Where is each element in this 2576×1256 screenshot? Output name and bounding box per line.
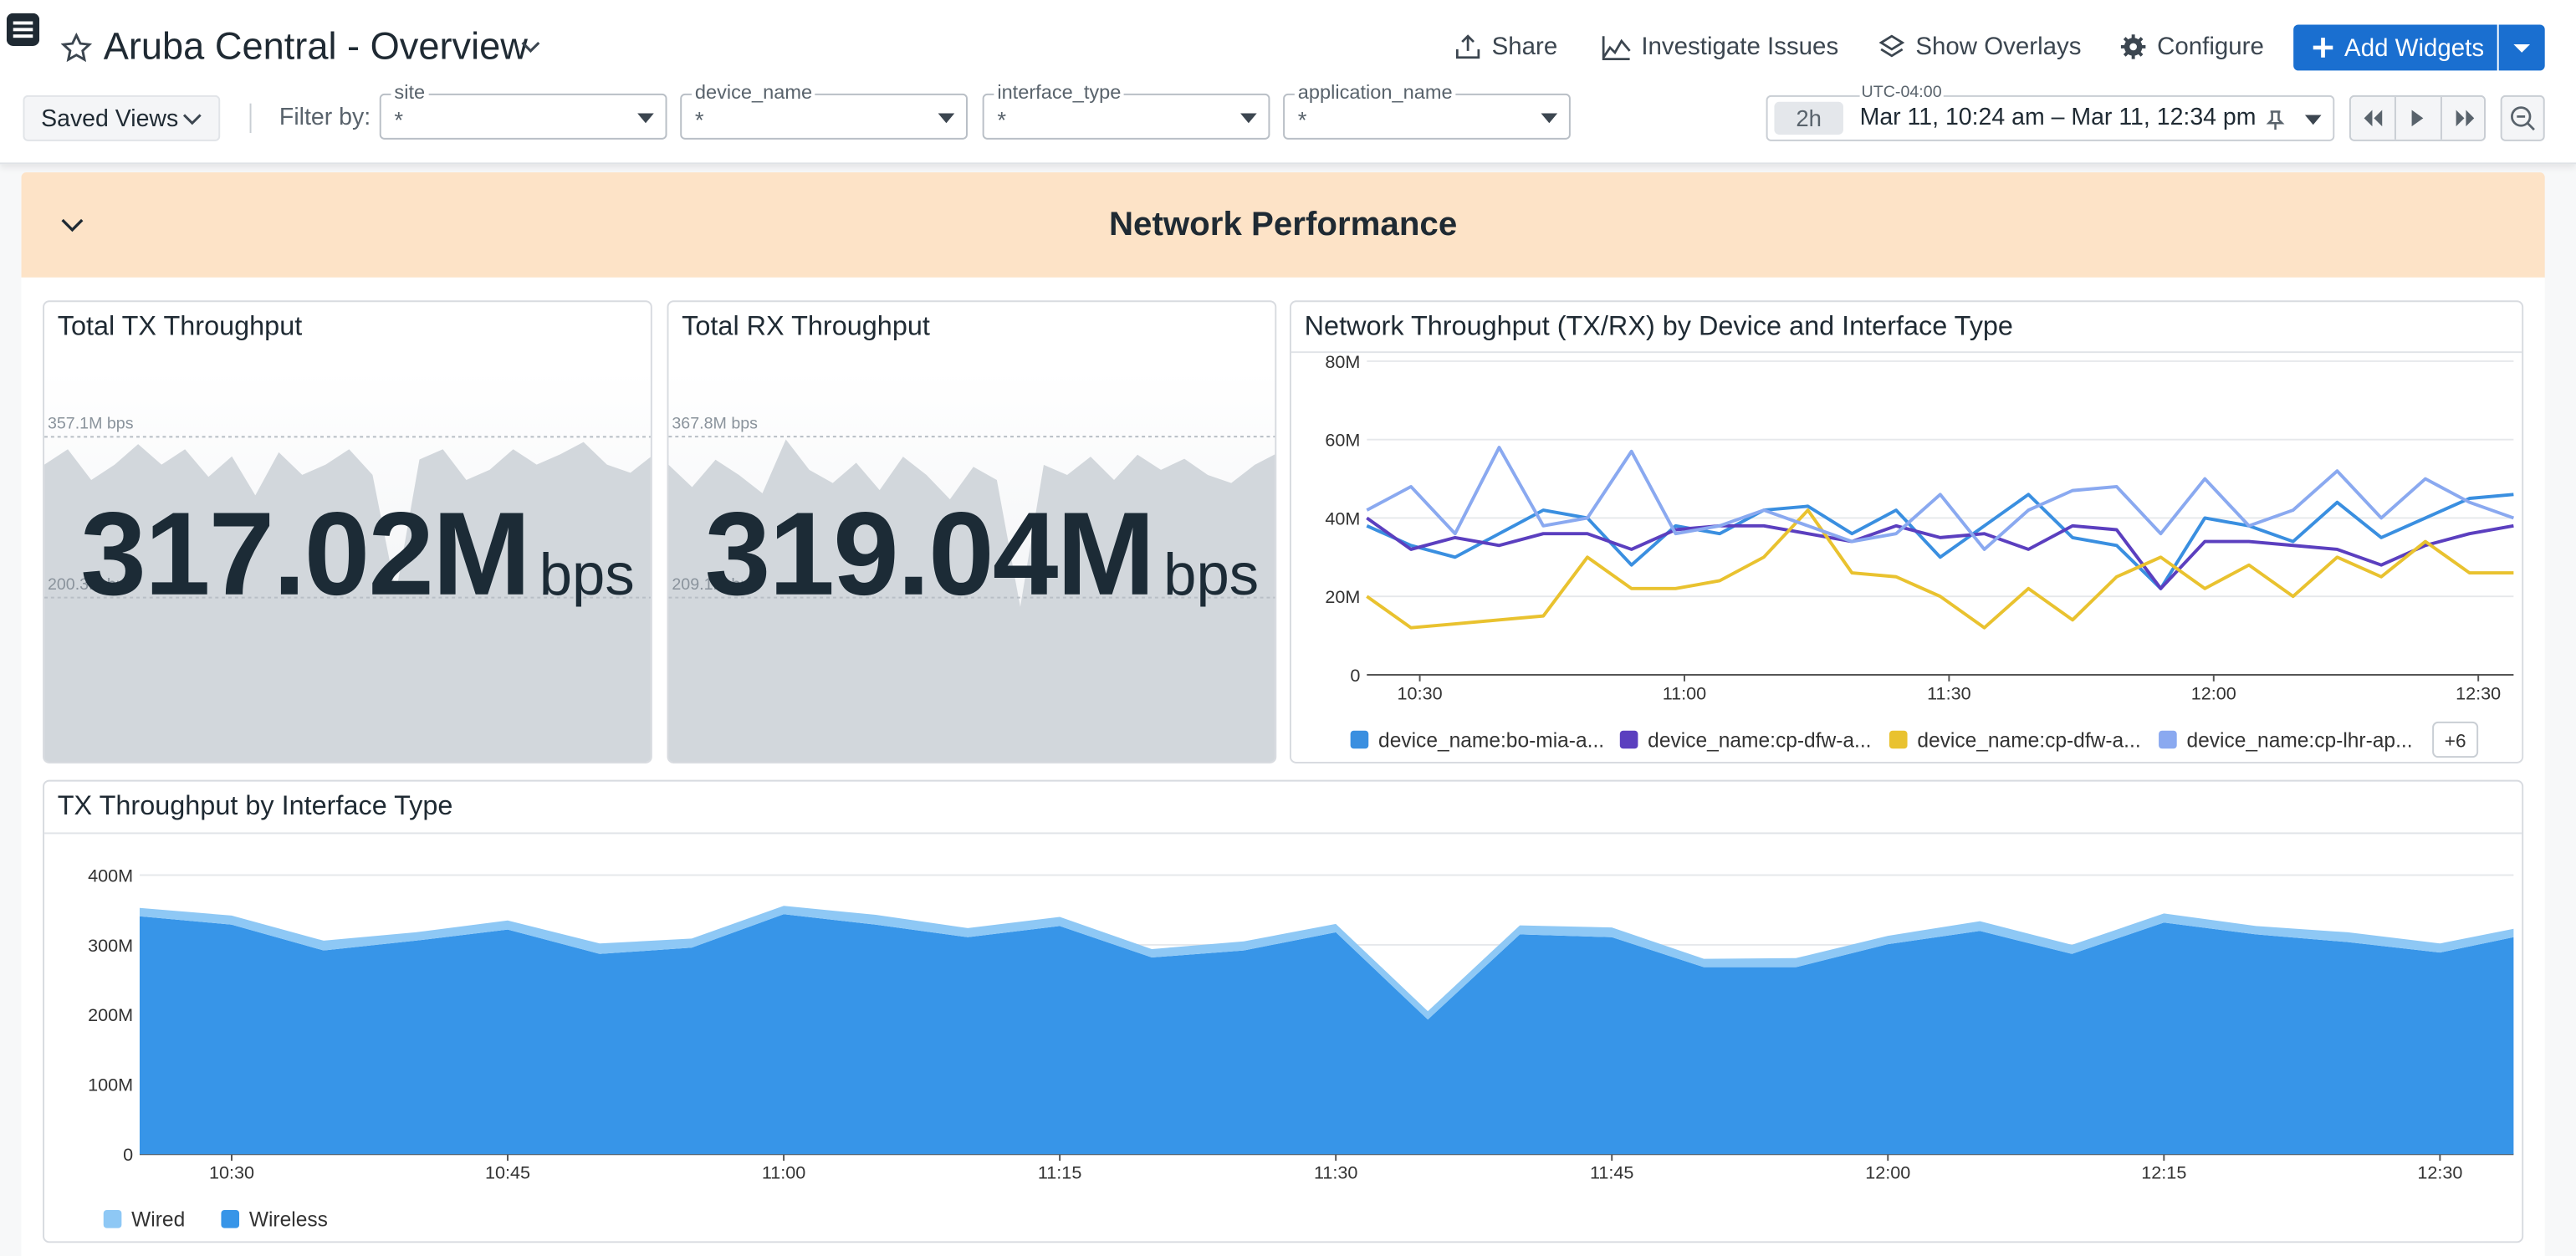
legend-label[interactable]: Wireless <box>249 1209 328 1232</box>
timezone: UTC-04:00 <box>1860 84 1944 102</box>
x-tick-label: 10:30 <box>209 1162 254 1183</box>
overlays-button[interactable]: Show Overlays <box>1878 33 2081 60</box>
x-tick-label: 12:00 <box>1865 1162 1910 1183</box>
legend-swatch <box>1620 731 1638 749</box>
time-picker[interactable]: UTC-04:00 2h Mar 11, 10:24 am – Mar 11, … <box>1766 95 2335 141</box>
rx-widget: 367.8M bps209.1M bps Total RX Throughput… <box>667 300 1277 763</box>
dashboard-title: Aruba Central - Overview <box>104 24 528 69</box>
widget-title: Total RX Throughput <box>682 312 930 343</box>
reference-label: 357.1M bps <box>48 415 134 433</box>
reference-label: 367.8M bps <box>672 414 758 432</box>
line-chart: 0 20M 40M 60M 80M 10:30 11:00 11:30 12:00 12:30 de… <box>1291 302 2523 763</box>
y-tick-label: 0 <box>1350 665 1360 686</box>
y-tick-label: 400M <box>88 865 133 886</box>
application-filter[interactable]: application_name* <box>1283 94 1571 140</box>
x-tick-label: 11:45 <box>1590 1162 1633 1183</box>
line-widget: Network Throughput (TX/RX) by Device and… <box>1290 300 2523 763</box>
area-widget: TX Throughput by Interface Type 0100M200… <box>43 780 2523 1243</box>
divider <box>250 104 252 133</box>
zoom-out-button[interactable] <box>2501 95 2545 141</box>
x-tick-label: 10:30 <box>1398 682 1443 703</box>
time-dropdown[interactable] <box>2303 113 2323 126</box>
legend-label[interactable]: device_name:cp-lhr-ap... <box>2186 729 2412 752</box>
interface-filter[interactable]: interface_type* <box>983 94 1270 140</box>
tx-widget: 357.1M bps200.3M bps Total TX Throughput… <box>43 300 652 763</box>
line-series <box>1367 494 2513 589</box>
configure-button[interactable]: Configure <box>2119 33 2264 60</box>
legend-more[interactable]: +6 <box>2445 730 2466 751</box>
section-header[interactable]: Network Performance <box>22 172 2545 278</box>
time-nav[interactable] <box>2349 95 2486 141</box>
legend-swatch <box>1889 731 1908 749</box>
y-tick-label: 0 <box>123 1144 133 1165</box>
y-tick-label: 20M <box>1325 586 1360 607</box>
legend-swatch <box>104 1210 122 1228</box>
x-tick-label: 11:30 <box>1314 1162 1357 1183</box>
y-tick-label: 60M <box>1325 430 1360 451</box>
big-number: 319.04Mbps <box>705 496 1259 614</box>
y-tick-label: 300M <box>88 935 133 956</box>
y-tick-label: 80M <box>1325 351 1360 372</box>
add-widgets-dropdown[interactable] <box>2499 24 2545 70</box>
unit: bps <box>539 540 635 607</box>
x-tick-label: 11:30 <box>1927 682 1970 703</box>
area-chart: 0 100M 200M 300M 400M 10:30 10:45 11:00 11:15 11:… <box>44 782 2523 1243</box>
x-tick-label: 12:30 <box>2456 682 2501 703</box>
filter-label: Filter by: <box>279 105 371 131</box>
x-tick-label: 12:00 <box>2191 682 2236 703</box>
y-tick-label: 40M <box>1325 508 1360 528</box>
header: Aruba Central - Overview Share Investiga… <box>0 0 2576 164</box>
legend-swatch <box>2159 731 2177 749</box>
big-number: 317.02Mbps <box>80 496 634 614</box>
value: 317.02M <box>80 489 529 620</box>
title-dropdown[interactable] <box>519 39 543 56</box>
x-tick-label: 11:15 <box>1038 1162 1081 1183</box>
time-span: 2h <box>1774 102 1843 135</box>
area-series <box>140 914 2513 1154</box>
share-button[interactable]: Share <box>1454 33 1557 60</box>
x-tick-label: 11:00 <box>1663 682 1706 703</box>
line-series <box>1367 510 2513 628</box>
add-widgets-button[interactable]: Add Widgets <box>2293 24 2497 70</box>
value: 319.04M <box>705 489 1154 620</box>
x-tick-label: 10:45 <box>485 1162 530 1183</box>
legend-label[interactable]: device_name:bo-mia-a... <box>1378 729 1604 752</box>
menu-icon[interactable] <box>7 13 39 46</box>
star-icon[interactable] <box>61 33 92 64</box>
x-tick-label: 11:00 <box>762 1162 805 1183</box>
line-series <box>1367 518 2513 588</box>
legend-label[interactable]: Wired <box>131 1209 185 1232</box>
widget-title: Total TX Throughput <box>58 312 302 343</box>
y-tick-label: 100M <box>88 1075 133 1095</box>
device-filter[interactable]: device_name* <box>680 94 968 140</box>
saved-views-button[interactable]: Saved Views <box>23 95 221 141</box>
unit: bps <box>1163 540 1259 607</box>
legend-swatch <box>1351 731 1369 749</box>
legend-label[interactable]: device_name:cp-dfw-a... <box>1648 729 1871 752</box>
section-title: Network Performance <box>22 205 2545 244</box>
x-tick-label: 12:15 <box>2141 1162 2186 1183</box>
legend-swatch <box>221 1210 239 1228</box>
x-tick-label: 12:30 <box>2417 1162 2462 1183</box>
time-range: Mar 11, 10:24 am – Mar 11, 12:34 pm <box>1860 105 2257 131</box>
legend-label[interactable]: device_name:cp-dfw-a... <box>1917 729 2140 752</box>
site-filter[interactable]: site* <box>380 94 667 140</box>
investigate-button[interactable]: Investigate Issues <box>1602 33 1838 60</box>
y-tick-label: 200M <box>88 1004 133 1025</box>
pin-icon[interactable] <box>2264 109 2287 131</box>
